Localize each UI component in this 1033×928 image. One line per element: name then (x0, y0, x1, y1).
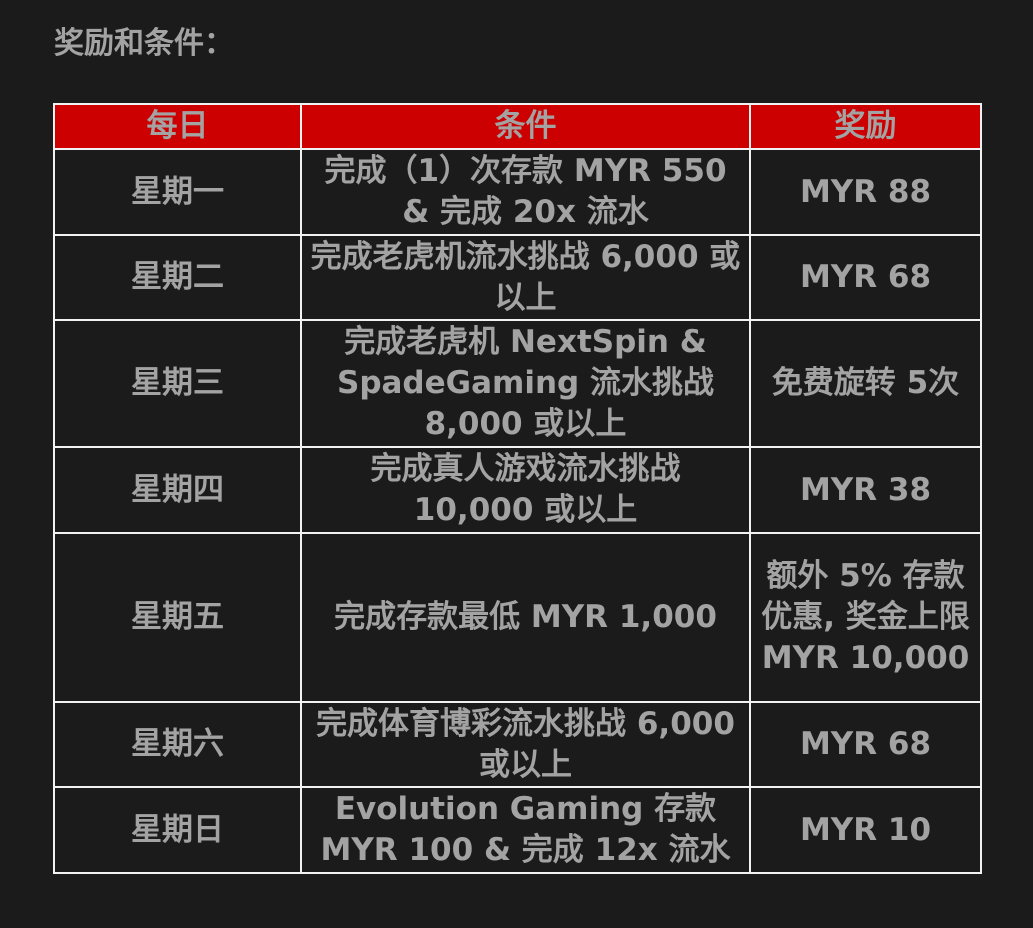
reward-cell: 免费旋转 5次 (749, 319, 982, 448)
rewards-table: 每日 条件 奖励 星期一 完成（1）次存款 MYR 550 & 完成 20x 流… (53, 103, 982, 874)
day-cell: 星期日 (53, 786, 302, 874)
table-row: 星期六 完成体育博彩流水挑战 6,000 或以上 MYR 68 (53, 701, 982, 788)
day-cell: 星期一 (53, 148, 302, 236)
table-row: 星期三 完成老虎机 NextSpin & SpadeGaming 流水挑战 8,… (53, 319, 982, 448)
table-row: 星期二 完成老虎机流水挑战 6,000 或以上 MYR 68 (53, 234, 982, 321)
condition-cell: 完成老虎机 NextSpin & SpadeGaming 流水挑战 8,000 … (300, 319, 751, 448)
table-header-row: 每日 条件 奖励 (53, 103, 982, 150)
table-row: 星期日 Evolution Gaming 存款 MYR 100 & 完成 12x… (53, 786, 982, 874)
condition-cell: 完成（1）次存款 MYR 550 & 完成 20x 流水 (300, 148, 751, 236)
condition-cell: 完成老虎机流水挑战 6,000 或以上 (300, 234, 751, 321)
table-row: 星期一 完成（1）次存款 MYR 550 & 完成 20x 流水 MYR 88 (53, 148, 982, 236)
header-condition: 条件 (300, 103, 751, 150)
reward-cell: MYR 10 (749, 786, 982, 874)
reward-cell: MYR 88 (749, 148, 982, 236)
condition-cell: Evolution Gaming 存款 MYR 100 & 完成 12x 流水 (300, 786, 751, 874)
header-reward: 奖励 (749, 103, 982, 150)
section-title: 奖励和条件： (54, 26, 234, 61)
day-cell: 星期四 (53, 446, 302, 534)
table-row: 星期五 完成存款最低 MYR 1,000 额外 5% 存款优惠, 奖金上限 MY… (53, 532, 982, 703)
header-day: 每日 (53, 103, 302, 150)
condition-cell: 完成存款最低 MYR 1,000 (300, 532, 751, 703)
table-row: 星期四 完成真人游戏流水挑战 10,000 或以上 MYR 38 (53, 446, 982, 534)
day-cell: 星期六 (53, 701, 302, 788)
day-cell: 星期三 (53, 319, 302, 448)
condition-cell: 完成真人游戏流水挑战 10,000 或以上 (300, 446, 751, 534)
condition-cell: 完成体育博彩流水挑战 6,000 或以上 (300, 701, 751, 788)
day-cell: 星期五 (53, 532, 302, 703)
reward-cell: MYR 38 (749, 446, 982, 534)
reward-cell: MYR 68 (749, 701, 982, 788)
day-cell: 星期二 (53, 234, 302, 321)
reward-cell: MYR 68 (749, 234, 982, 321)
reward-cell: 额外 5% 存款优惠, 奖金上限 MYR 10,000 (749, 532, 982, 703)
